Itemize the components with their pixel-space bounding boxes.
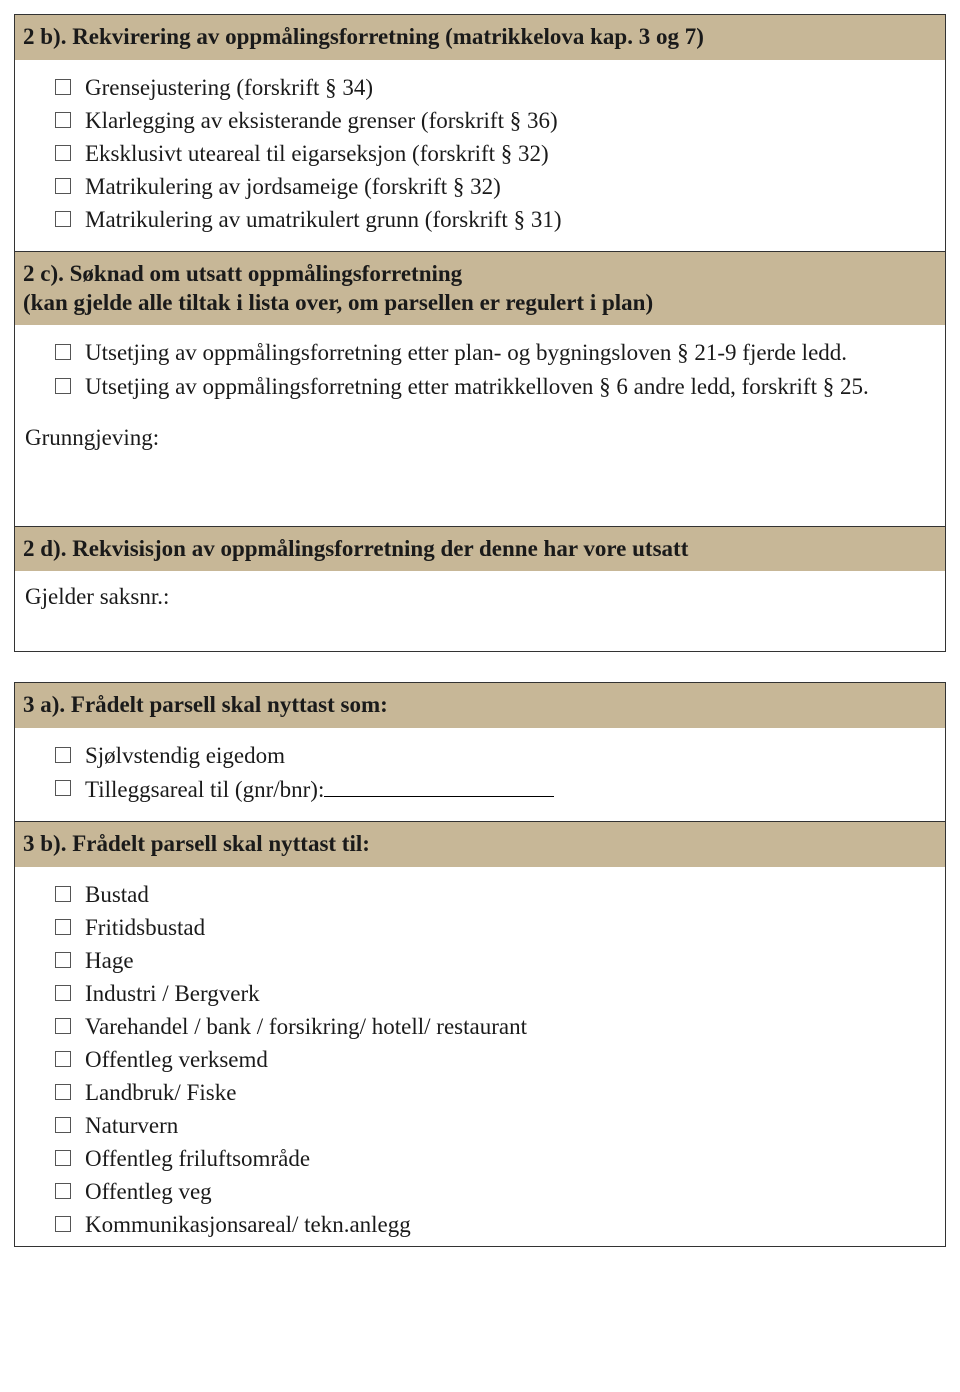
section-2c-header: 2 c). Søknad om utsatt oppmålingsforretn… (15, 252, 945, 326)
section-2d: 2 d). Rekvisisjon av oppmålingsforretnin… (15, 527, 945, 653)
checkbox-icon[interactable] (55, 952, 71, 968)
list-item: Utsetjing av oppmålingsforretning etter … (55, 337, 935, 368)
section-3b: 3 b). Frådelt parsell skal nyttast til: … (15, 822, 945, 1247)
checkbox-icon[interactable] (55, 1216, 71, 1232)
list-item: Kommunikasjonsareal/ tekn.anlegg (55, 1209, 935, 1240)
section-3a-header: 3 a). Frådelt parsell skal nyttast som: (15, 683, 945, 728)
item-label: Fritidsbustad (85, 915, 205, 940)
checkbox-icon[interactable] (55, 886, 71, 902)
section-3a: 3 a). Frådelt parsell skal nyttast som: … (15, 683, 945, 822)
section-3b-body: Bustad Fritidsbustad Hage Industri / Ber… (15, 867, 945, 1247)
item-label: Kommunikasjonsareal/ tekn.anlegg (85, 1212, 411, 1237)
checkbox-icon[interactable] (55, 1183, 71, 1199)
item-label: Bustad (85, 882, 149, 907)
list-item: Offentleg friluftsområde (55, 1143, 935, 1174)
checkbox-icon[interactable] (55, 780, 71, 796)
item-label: Klarlegging av eksisterande grenser (for… (85, 108, 558, 133)
checkbox-icon[interactable] (55, 1117, 71, 1133)
item-label: Matrikulering av jordsameige (forskrift … (85, 174, 501, 199)
checkbox-icon[interactable] (55, 1150, 71, 1166)
list-item: Tilleggsareal til (gnr/bnr): (55, 773, 935, 805)
section-2c-list: Utsetjing av oppmålingsforretning etter … (25, 337, 935, 401)
item-label: Matrikulering av umatrikulert grunn (for… (85, 207, 562, 232)
item-label: Tilleggsareal til (gnr/bnr): (85, 777, 324, 802)
checkbox-icon[interactable] (55, 211, 71, 227)
checkbox-icon[interactable] (55, 378, 71, 394)
item-label: Offentleg veg (85, 1179, 212, 1204)
list-item: Sjølvstendig eigedom (55, 740, 935, 771)
list-item: Varehandel / bank / forsikring/ hotell/ … (55, 1011, 935, 1042)
checkbox-icon[interactable] (55, 1084, 71, 1100)
section-2c-body: Utsetjing av oppmålingsforretning etter … (15, 325, 945, 525)
list-item: Klarlegging av eksisterande grenser (for… (55, 105, 935, 136)
checkbox-icon[interactable] (55, 985, 71, 1001)
grunngjeving-field[interactable]: Grunngjeving: (25, 422, 935, 512)
item-label: Varehandel / bank / forsikring/ hotell/ … (85, 1014, 527, 1039)
list-item: Utsetjing av oppmålingsforretning etter … (55, 371, 935, 402)
checkbox-icon[interactable] (55, 145, 71, 161)
item-label: Utsetjing av oppmålingsforretning etter … (85, 374, 869, 399)
section-2c-title-line1: 2 c). Søknad om utsatt oppmålingsforretn… (23, 261, 462, 286)
list-item: Offentleg verksemd (55, 1044, 935, 1075)
list-item: Matrikulering av jordsameige (forskrift … (55, 171, 935, 202)
section-2c-title-line2: (kan gjelde alle tiltak i lista over, om… (23, 290, 653, 315)
list-item: Fritidsbustad (55, 912, 935, 943)
section-group-3: 3 a). Frådelt parsell skal nyttast som: … (14, 682, 946, 1247)
section-3a-body: Sjølvstendig eigedom Tilleggsareal til (… (15, 728, 945, 821)
grunngjeving-label: Grunngjeving: (25, 425, 159, 450)
item-label: Offentleg verksemd (85, 1047, 268, 1072)
list-item: Matrikulering av umatrikulert grunn (for… (55, 204, 935, 235)
item-label: Naturvern (85, 1113, 178, 1138)
item-label: Grensejustering (forskrift § 34) (85, 75, 373, 100)
section-2c: 2 c). Søknad om utsatt oppmålingsforretn… (15, 252, 945, 527)
list-item: Hage (55, 945, 935, 976)
list-item: Bustad (55, 879, 935, 910)
saksnr-label: Gjelder saksnr.: (25, 584, 169, 609)
item-label: Landbruk/ Fiske (85, 1080, 236, 1105)
item-label: Eksklusivt uteareal til eigarseksjon (fo… (85, 141, 549, 166)
section-3b-list: Bustad Fritidsbustad Hage Industri / Ber… (25, 879, 935, 1241)
item-label: Utsetjing av oppmålingsforretning etter … (85, 340, 847, 365)
list-item: Offentleg veg (55, 1176, 935, 1207)
item-label: Industri / Bergverk (85, 981, 260, 1006)
checkbox-icon[interactable] (55, 79, 71, 95)
list-item: Grensejustering (forskrift § 34) (55, 72, 935, 103)
list-item: Industri / Bergverk (55, 978, 935, 1009)
checkbox-icon[interactable] (55, 747, 71, 763)
checkbox-icon[interactable] (55, 919, 71, 935)
section-2b: 2 b). Rekvirering av oppmålingsforretnin… (15, 15, 945, 252)
section-2d-header: 2 d). Rekvisisjon av oppmålingsforretnin… (15, 527, 945, 572)
checkbox-icon[interactable] (55, 344, 71, 360)
list-item: Eksklusivt uteareal til eigarseksjon (fo… (55, 138, 935, 169)
section-3a-list: Sjølvstendig eigedom Tilleggsareal til (… (25, 740, 935, 805)
list-item: Landbruk/ Fiske (55, 1077, 935, 1108)
checkbox-icon[interactable] (55, 178, 71, 194)
section-3b-header: 3 b). Frådelt parsell skal nyttast til: (15, 822, 945, 867)
item-label: Hage (85, 948, 134, 973)
checkbox-icon[interactable] (55, 112, 71, 128)
section-group-2: 2 b). Rekvirering av oppmålingsforretnin… (14, 14, 946, 652)
section-2b-body: Grensejustering (forskrift § 34) Klarleg… (15, 60, 945, 251)
section-2b-list: Grensejustering (forskrift § 34) Klarleg… (25, 72, 935, 235)
gnr-bnr-field[interactable] (324, 773, 554, 797)
section-2d-body[interactable]: Gjelder saksnr.: (15, 571, 945, 651)
item-label: Sjølvstendig eigedom (85, 743, 285, 768)
checkbox-icon[interactable] (55, 1051, 71, 1067)
list-item: Naturvern (55, 1110, 935, 1141)
checkbox-icon[interactable] (55, 1018, 71, 1034)
section-2b-header: 2 b). Rekvirering av oppmålingsforretnin… (15, 15, 945, 60)
item-label: Offentleg friluftsområde (85, 1146, 310, 1171)
